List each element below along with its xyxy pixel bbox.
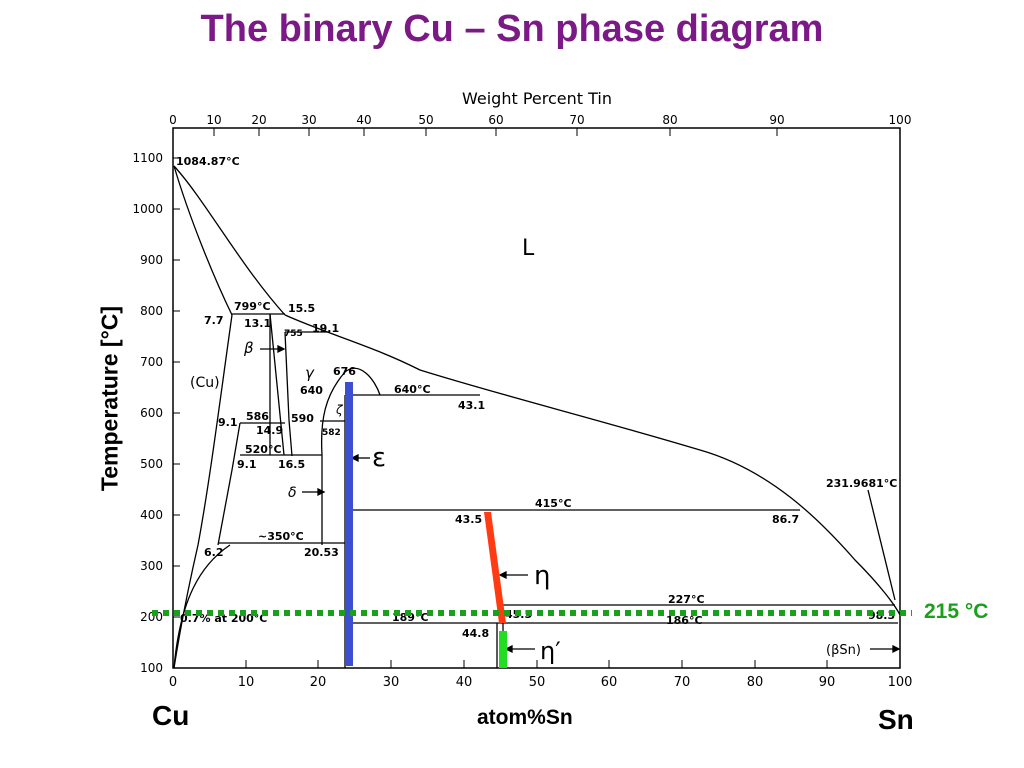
ann-13-1: 13.1 <box>244 317 271 330</box>
at-tick-60: 60 <box>601 675 618 690</box>
wt-tick-40: 40 <box>356 113 371 127</box>
epsilon-marker <box>345 382 353 666</box>
ann-19-1: 19.1 <box>312 322 339 335</box>
y-tick-800: 800 <box>140 304 163 318</box>
ann-640-left: 640 <box>300 384 323 397</box>
ann-15-5: 15.5 <box>288 302 315 315</box>
wt-tick-60: 60 <box>488 113 503 127</box>
top-axis-label: Weight Percent Tin <box>462 89 612 108</box>
phase-zeta: ζ <box>335 403 344 417</box>
y-tick-100: 100 <box>140 661 163 675</box>
phase-liquid: L <box>522 236 535 261</box>
at-tick-30: 30 <box>383 675 400 690</box>
ann-14-9: 14.9 <box>256 424 283 437</box>
annotations: 1084.87°C 799°C 15.5 7.7 13.1 755 19.1 6… <box>176 155 897 640</box>
phase-beta-sn: (βSn) <box>826 643 861 658</box>
ann-20-53: 20.53 <box>304 546 339 559</box>
ann-7-7: 7.7 <box>204 314 224 327</box>
y-tick-1000: 1000 <box>132 202 163 216</box>
ann-44-8: 44.8 <box>462 627 489 640</box>
phase-eta-prime: η′ <box>540 637 561 665</box>
wt-tick-90: 90 <box>769 113 784 127</box>
ann-582: 582 <box>322 428 341 438</box>
y-tick-labels: 100 200 300 400 500 600 700 800 900 1000… <box>132 151 163 675</box>
bottom-ticks <box>172 660 901 668</box>
y-tick-700: 700 <box>140 355 163 369</box>
top-tick-labels: 0 10 20 30 40 50 60 70 80 90 100 <box>169 113 911 127</box>
ann-43-1: 43.1 <box>458 399 485 412</box>
ann-415: 415°C <box>535 497 572 510</box>
ann-9-1a: 9.1 <box>218 416 238 429</box>
ann-755: 755 <box>284 329 303 339</box>
at-tick-70: 70 <box>674 675 691 690</box>
at-tick-40: 40 <box>456 675 473 690</box>
page-title: The binary Cu – Sn phase diagram <box>200 8 824 50</box>
eta-marker <box>484 512 506 623</box>
y-tick-400: 400 <box>140 508 163 522</box>
y-tick-900: 900 <box>140 253 163 267</box>
ann-86-7: 86.7 <box>772 513 799 526</box>
top-ticks <box>172 128 901 136</box>
ann-43-5: 43.5 <box>455 513 482 526</box>
ann-520: 520°C <box>245 443 282 456</box>
eta-prime-marker <box>499 631 507 668</box>
y-tick-300: 300 <box>140 559 163 573</box>
liquidus-cu <box>173 165 286 316</box>
liquidus-main <box>284 314 901 616</box>
phase-epsilon: ε <box>372 443 386 473</box>
ann-586: 586 <box>246 410 269 423</box>
ann-590: 590 <box>291 412 314 425</box>
at-tick-80: 80 <box>747 675 764 690</box>
ann-9-1b: 9.1 <box>237 458 257 471</box>
at-tick-50: 50 <box>529 675 546 690</box>
phase-cu: (Cu) <box>190 375 220 391</box>
at-tick-0: 0 <box>169 675 177 690</box>
ann-186: 186°C <box>666 614 703 627</box>
highlight-215-label: 215 °C <box>924 600 989 623</box>
wt-tick-80: 80 <box>662 113 677 127</box>
phase-gamma: γ <box>305 364 315 382</box>
y-tick-500: 500 <box>140 457 163 471</box>
wt-tick-20: 20 <box>251 113 266 127</box>
phase-eta: η <box>534 561 550 591</box>
ann-16-5: 16.5 <box>278 458 305 471</box>
sn-label: Sn <box>878 704 914 735</box>
wt-tick-50: 50 <box>418 113 433 127</box>
ann-227: 227°C <box>668 593 705 606</box>
wt-tick-0: 0 <box>169 113 177 127</box>
ann-cu-melt: 1084.87°C <box>176 155 240 168</box>
at-tick-10: 10 <box>238 675 255 690</box>
wt-tick-10: 10 <box>206 113 221 127</box>
wt-tick-70: 70 <box>569 113 584 127</box>
bottom-axis-label: atom%Sn <box>477 706 573 729</box>
wt-tick-100: 100 <box>889 113 912 127</box>
y-tick-600: 600 <box>140 406 163 420</box>
solvus-cu <box>173 314 233 669</box>
phase-delta: δ <box>288 485 297 501</box>
phase-arrows <box>260 344 901 654</box>
ann-sn-melt: 231.9681°C <box>826 477 897 490</box>
ann-350: ~350°C <box>258 530 304 543</box>
at-tick-20: 20 <box>310 675 327 690</box>
wt-tick-30: 30 <box>301 113 316 127</box>
ann-6-2: 6.2 <box>204 546 224 559</box>
y-axis-label: Temperature [°C] <box>96 305 123 492</box>
cu-label: Cu <box>152 700 190 731</box>
ann-676: 676 <box>333 365 356 378</box>
ann-640: 640°C <box>394 383 431 396</box>
at-tick-90: 90 <box>819 675 836 690</box>
y-tick-200: 200 <box>140 610 163 624</box>
phase-beta: β <box>243 339 254 357</box>
at-tick-100: 100 <box>888 675 913 690</box>
ann-799: 799°C <box>234 300 271 313</box>
bottom-tick-labels: 0 10 20 30 40 50 60 70 80 90 100 <box>169 675 913 690</box>
solidus-cu <box>173 165 233 316</box>
phase-boundaries <box>173 165 901 669</box>
phase-labels: L (Cu) β γ δ ζ ε η η′ (βSn) <box>190 236 861 665</box>
y-tick-1100: 1100 <box>132 151 163 165</box>
left-ticks <box>173 157 180 669</box>
